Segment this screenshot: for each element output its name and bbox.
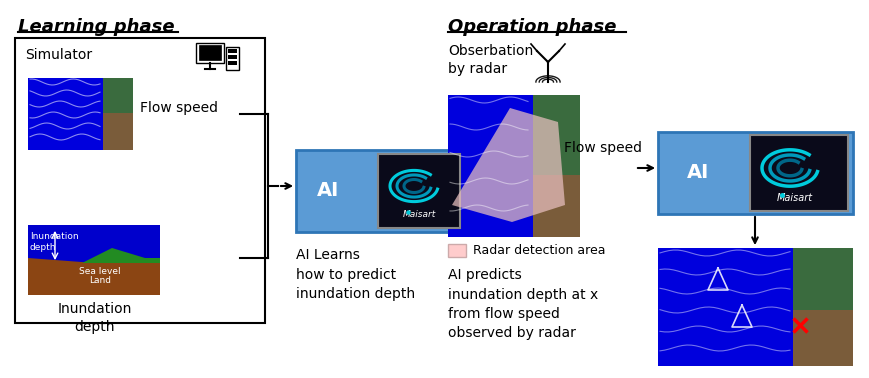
Bar bbox=[657, 248, 852, 366]
Text: AI: AI bbox=[316, 181, 339, 200]
Bar bbox=[448, 244, 466, 257]
Text: AI Learns
how to predict
inundation depth: AI Learns how to predict inundation dept… bbox=[295, 248, 415, 301]
Text: depth: depth bbox=[30, 243, 56, 252]
Bar bbox=[103, 113, 133, 150]
Polygon shape bbox=[28, 258, 160, 295]
Bar bbox=[228, 61, 236, 65]
Bar bbox=[15, 38, 265, 323]
Text: Land: Land bbox=[89, 276, 111, 285]
Text: Obserbation
by radar: Obserbation by radar bbox=[448, 44, 533, 76]
Text: Maisart: Maisart bbox=[776, 193, 813, 203]
Bar bbox=[377, 154, 460, 228]
Bar bbox=[103, 78, 133, 113]
Text: Maisart: Maisart bbox=[401, 210, 435, 219]
Bar bbox=[199, 45, 221, 60]
Bar bbox=[533, 175, 580, 237]
Bar bbox=[448, 95, 580, 237]
Bar bbox=[792, 310, 852, 366]
Bar bbox=[749, 135, 847, 211]
Text: Flow speed: Flow speed bbox=[563, 141, 641, 155]
Text: AI: AI bbox=[687, 164, 708, 183]
Bar bbox=[196, 43, 223, 63]
Bar bbox=[28, 78, 133, 150]
Bar bbox=[657, 132, 852, 214]
Bar bbox=[28, 225, 160, 295]
Text: Simulator: Simulator bbox=[25, 48, 92, 62]
Text: Flow speed: Flow speed bbox=[140, 101, 218, 115]
Text: Radar detection area: Radar detection area bbox=[473, 245, 605, 257]
Text: Inundation: Inundation bbox=[30, 232, 78, 241]
Text: Sea level: Sea level bbox=[79, 267, 121, 276]
Bar bbox=[228, 49, 236, 53]
Bar bbox=[533, 95, 580, 175]
Text: AI predicts
inundation depth at x
from flow speed
observed by radar: AI predicts inundation depth at x from f… bbox=[448, 268, 598, 341]
Polygon shape bbox=[82, 248, 160, 263]
Bar bbox=[295, 150, 463, 232]
Polygon shape bbox=[452, 108, 564, 222]
Bar bbox=[226, 47, 239, 70]
Text: Operation phase: Operation phase bbox=[448, 18, 616, 36]
Bar bbox=[792, 248, 852, 310]
Bar bbox=[228, 55, 236, 59]
Text: Inundation
depth: Inundation depth bbox=[57, 302, 132, 335]
Text: Learning phase: Learning phase bbox=[18, 18, 175, 36]
